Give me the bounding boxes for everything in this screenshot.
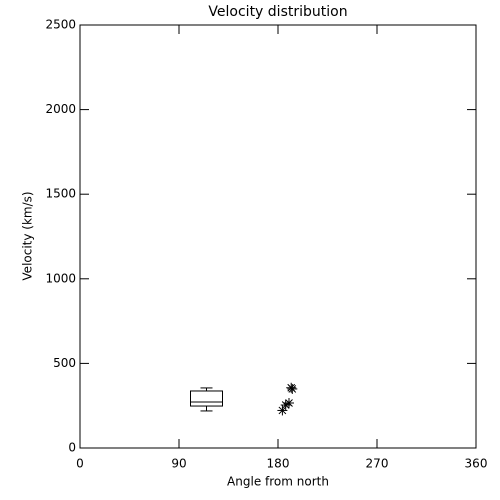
point [277, 405, 288, 416]
y-tick-label: 1000 [45, 271, 76, 285]
y-axis-label: Velocity (km/s) [21, 191, 35, 280]
x-tick-label: 0 [76, 457, 84, 471]
point [286, 382, 297, 393]
y-tick-label: 2000 [45, 102, 76, 116]
point-stroke [285, 399, 293, 407]
point-stroke [287, 383, 296, 392]
box [190, 390, 223, 407]
point-stroke [278, 406, 287, 415]
chart-title: Velocity distribution [208, 4, 347, 20]
y-tick-label: 0 [68, 441, 76, 455]
x-tick-label: 180 [267, 457, 290, 471]
x-tick-label: 90 [171, 457, 186, 471]
y-tick-label: 1500 [45, 187, 76, 201]
x-axis-label: Angle from north [227, 475, 329, 489]
plot-frame [79, 24, 477, 449]
y-tick-label: 500 [53, 356, 76, 370]
point [284, 397, 294, 408]
x-tick-label: 360 [465, 457, 488, 471]
x-tick-label: 270 [366, 457, 389, 471]
y-tick-label: 2500 [45, 18, 76, 32]
